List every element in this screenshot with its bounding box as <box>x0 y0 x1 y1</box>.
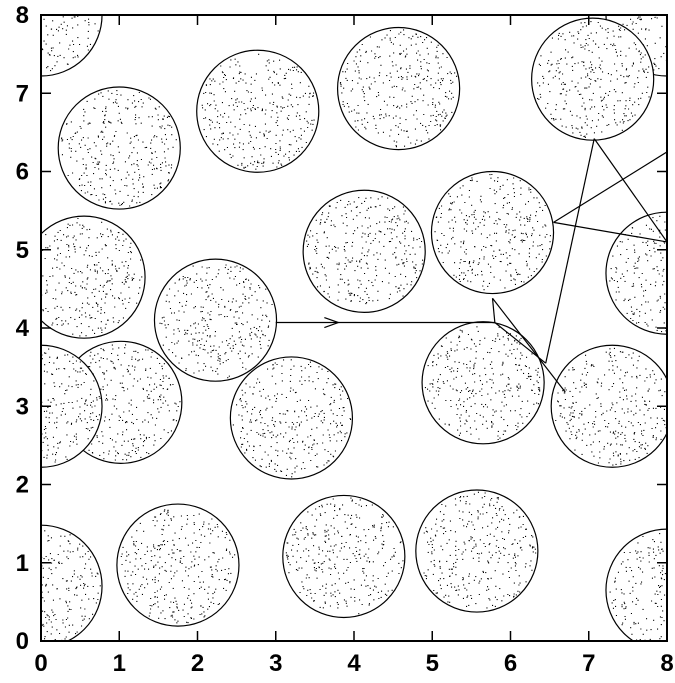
disk-stipple <box>285 497 404 615</box>
x-tick-label: 1 <box>113 650 126 677</box>
disk-stipple <box>41 530 101 641</box>
x-tick-label: 4 <box>347 650 361 677</box>
x-tick-label: 0 <box>34 650 47 677</box>
trajectory-segment <box>494 322 547 364</box>
plot-area <box>41 15 667 641</box>
x-tick-label: 5 <box>426 650 439 677</box>
y-tick-label: 6 <box>16 159 29 186</box>
disk-stipple <box>41 217 143 337</box>
disk-outline <box>550 344 667 468</box>
trajectory-segment <box>553 151 667 223</box>
disk-outline <box>302 189 426 313</box>
y-tick-label: 0 <box>16 628 29 655</box>
disk-stipple <box>201 53 315 170</box>
disk-marker <box>302 189 426 313</box>
disk-marker <box>336 26 461 151</box>
disk-stipple <box>609 533 667 641</box>
disk-stipple <box>537 21 650 139</box>
disk-outline <box>415 489 539 613</box>
disk-marker <box>531 17 655 141</box>
disk-outline <box>153 258 278 382</box>
disk-marker <box>550 344 667 468</box>
disk-stipple <box>306 196 424 305</box>
disk-stipple <box>232 359 352 478</box>
disk-outline <box>605 211 667 335</box>
disk-stipple <box>41 348 101 463</box>
disk-outline <box>41 344 103 468</box>
trajectory-segment <box>491 298 496 323</box>
y-tick-label: 5 <box>16 237 29 264</box>
disk-outline <box>57 86 181 210</box>
disk-marker <box>229 356 354 480</box>
disk-marker <box>41 215 146 339</box>
x-tick-label: 3 <box>269 650 282 677</box>
x-tick-label: 6 <box>504 650 517 677</box>
disk-outline <box>229 356 354 480</box>
disk-outline <box>196 49 320 173</box>
disk-stipple <box>434 173 551 291</box>
disk-outline <box>531 17 655 141</box>
disk-outline <box>605 528 667 641</box>
trajectory-segment <box>492 297 566 393</box>
disk-stipple <box>159 264 273 379</box>
disk-marker <box>41 524 103 641</box>
trajectory-segment <box>593 138 667 243</box>
disk-marker <box>57 86 181 210</box>
direction-arrow <box>324 316 341 329</box>
disk-stipple <box>41 15 99 72</box>
disk-stipple <box>423 491 537 609</box>
disk-marker <box>196 49 320 173</box>
disk-outline <box>430 170 555 295</box>
disk-marker <box>41 15 103 77</box>
disk-stipple <box>339 29 458 148</box>
disk-marker <box>116 503 240 627</box>
disk-marker <box>421 321 545 445</box>
disk-marker <box>41 344 103 468</box>
disk-outline <box>41 15 103 77</box>
trajectory-segment <box>545 138 595 364</box>
disk-marker <box>415 489 539 613</box>
disk-outline <box>41 215 146 339</box>
trajectory-segment <box>553 221 667 243</box>
y-tick-label: 8 <box>16 2 29 29</box>
disk-outline <box>336 26 461 151</box>
x-tick-label: 2 <box>191 650 204 677</box>
trajectory-layer <box>275 138 667 393</box>
disk-outline <box>282 494 406 619</box>
y-tick-label: 3 <box>16 393 29 420</box>
disk-outline <box>116 503 240 627</box>
x-tick-label: 7 <box>582 650 595 677</box>
disk-marker <box>282 494 406 619</box>
disk-outline <box>41 524 103 641</box>
x-tick-label: 8 <box>660 650 673 677</box>
y-tick-label: 1 <box>16 550 29 577</box>
y-tick-label: 4 <box>16 315 30 342</box>
disk-stipple <box>555 347 667 466</box>
disk-stipple <box>61 90 177 207</box>
y-tick-label: 7 <box>16 80 29 107</box>
disk-stipple <box>120 509 236 624</box>
disk-outline <box>421 321 545 445</box>
y-tick-label: 2 <box>16 472 29 499</box>
disk-stipple <box>424 326 541 441</box>
axes: 0 1 2 3 4 5 6 7 8 0 1 2 3 4 5 6 7 8 <box>16 2 674 677</box>
disk-marker <box>430 170 555 295</box>
disk-marker <box>153 258 278 382</box>
disk-marker <box>605 211 667 335</box>
disk-stipple <box>609 215 667 333</box>
disk-marker <box>605 528 667 641</box>
